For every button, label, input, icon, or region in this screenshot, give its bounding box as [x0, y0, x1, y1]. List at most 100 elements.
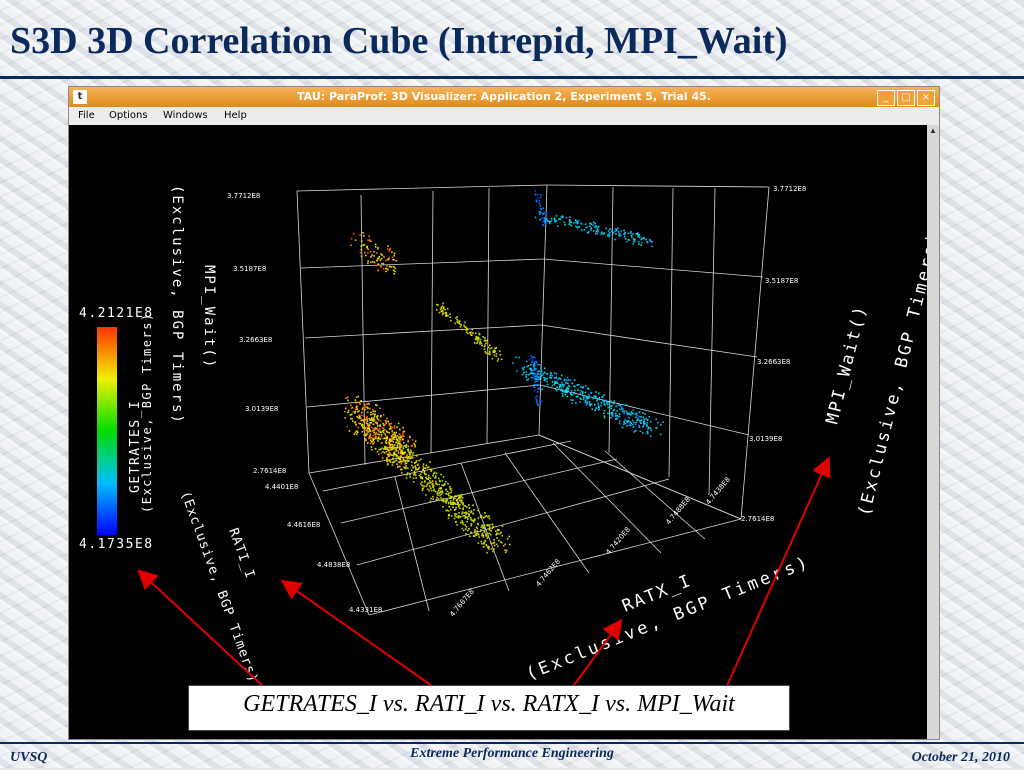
scatter-point: [598, 397, 601, 399]
scatter-point: [495, 353, 498, 355]
scatter-point: [597, 229, 599, 231]
scatter-point: [389, 445, 391, 448]
scatter-point: [379, 259, 382, 261]
scatter-point: [591, 408, 593, 410]
scatter-point: [479, 340, 482, 343]
scatter-point: [374, 410, 376, 413]
scatter-point: [532, 356, 534, 359]
scatter-point: [391, 434, 394, 436]
scatter-point: [603, 412, 605, 415]
scatter-point: [432, 483, 434, 486]
scatter-point: [585, 396, 587, 399]
scatter-point: [375, 431, 378, 434]
scatter-point: [468, 513, 470, 515]
scatter-point: [442, 312, 444, 315]
scatter-point: [394, 448, 397, 451]
scatter-point: [462, 503, 464, 506]
scatter-point: [360, 255, 363, 258]
scatter-point: [586, 402, 589, 405]
scatter-point: [389, 449, 391, 451]
scatter-point: [575, 221, 577, 224]
window-titlebar[interactable]: t TAU: ParaProf: 3D Visualizer: Applicat…: [69, 87, 939, 107]
scatter-point: [588, 401, 591, 403]
scatter-point: [481, 542, 483, 545]
vertical-scrollbar[interactable]: ▲: [927, 125, 939, 739]
scatter-point: [554, 382, 556, 384]
maximize-button[interactable]: □: [897, 90, 915, 106]
scatter-point: [362, 235, 365, 237]
scatter-point: [645, 239, 647, 241]
scatter-point: [400, 468, 403, 471]
scatter-point: [541, 374, 544, 376]
scatter-point: [379, 415, 382, 418]
scatter-point: [534, 375, 537, 378]
scatter-point: [619, 232, 621, 235]
scatter-point: [522, 368, 525, 371]
menu-file[interactable]: File: [78, 110, 95, 121]
scatter-point: [623, 410, 626, 413]
scatter-point: [478, 337, 480, 339]
scatter-point: [551, 384, 554, 387]
scatter-points: [344, 190, 664, 554]
scatter-point: [586, 397, 589, 399]
scatter-point: [464, 505, 467, 507]
scatter-point: [407, 457, 410, 459]
scatter-point: [491, 523, 494, 526]
scatter-point: [412, 466, 414, 469]
scatter-point: [407, 459, 410, 462]
scatter-point: [540, 374, 543, 377]
scatter-point: [349, 414, 352, 416]
scatter-point: [376, 404, 378, 407]
scatter-point: [534, 396, 537, 398]
scatter-point: [466, 516, 468, 519]
minimize-button[interactable]: _: [877, 90, 895, 106]
scatter-point: [367, 251, 369, 254]
scatter-point: [362, 406, 364, 409]
scatter-point: [483, 348, 486, 351]
scatter-point: [426, 488, 429, 490]
app-icon[interactable]: t: [73, 90, 87, 104]
scatter-point: [446, 499, 449, 501]
scatter-point: [370, 256, 372, 258]
scatter-point: [363, 415, 366, 417]
close-button[interactable]: ×: [917, 90, 935, 106]
scatter-point: [587, 231, 590, 233]
scatter-point: [388, 250, 391, 252]
scatter-point: [380, 436, 383, 438]
scatter-point: [530, 361, 533, 363]
scatter-point: [495, 543, 498, 546]
scatter-point: [607, 233, 610, 236]
scatter-point: [414, 445, 416, 448]
scatter-point: [412, 477, 415, 480]
y-tick: 4.4401E8: [265, 483, 298, 491]
scatter-point: [385, 420, 388, 422]
3d-scene[interactable]: 4.2121E8 4.1735E8 GETRATES_I (Exclusive,…: [69, 125, 927, 739]
scatter-point: [346, 425, 349, 428]
scatter-point: [521, 373, 524, 376]
menu-options[interactable]: Options: [109, 110, 148, 121]
scatter-point: [425, 464, 428, 467]
scatter-point: [400, 443, 402, 446]
scatter-point: [415, 467, 417, 469]
scatter-point: [452, 506, 454, 508]
scatter-point: [435, 499, 438, 501]
scatter-point: [461, 520, 463, 522]
scatter-point: [641, 412, 644, 414]
scatter-point: [363, 420, 365, 423]
menu-windows[interactable]: Windows: [163, 110, 208, 121]
scatter-point: [386, 265, 388, 267]
scatter-point: [378, 448, 381, 451]
scatter-point: [526, 379, 528, 381]
scatter-point: [495, 534, 497, 536]
menu-help[interactable]: Help: [224, 110, 247, 121]
scatter-point: [496, 360, 499, 362]
scroll-up-arrow-icon[interactable]: ▲: [929, 126, 937, 135]
scatter-point: [391, 251, 393, 253]
scatter-point: [372, 413, 374, 415]
scatter-point: [587, 396, 589, 398]
scatter-point: [532, 359, 534, 361]
scatter-point: [634, 430, 636, 432]
scatter-point: [407, 456, 410, 458]
scatter-point: [483, 340, 486, 342]
scatter-point: [399, 459, 402, 461]
